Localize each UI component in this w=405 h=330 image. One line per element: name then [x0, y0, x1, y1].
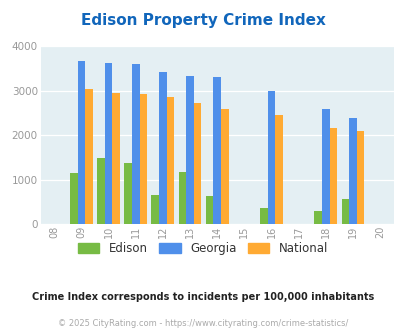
Bar: [159, 72, 166, 224]
Bar: [348, 118, 356, 224]
Bar: [329, 128, 337, 224]
Bar: [70, 173, 77, 224]
Bar: [77, 61, 85, 224]
Bar: [124, 163, 132, 224]
Bar: [193, 103, 201, 224]
Bar: [178, 172, 186, 224]
Bar: [267, 91, 275, 224]
Bar: [132, 64, 139, 224]
Bar: [205, 196, 213, 224]
Bar: [85, 89, 92, 224]
Bar: [341, 199, 348, 224]
Bar: [275, 115, 282, 224]
Bar: [166, 97, 174, 224]
Bar: [104, 63, 112, 224]
Bar: [260, 208, 267, 224]
Bar: [220, 109, 228, 224]
Legend: Edison, Georgia, National: Edison, Georgia, National: [73, 237, 332, 260]
Text: © 2025 CityRating.com - https://www.cityrating.com/crime-statistics/: © 2025 CityRating.com - https://www.city…: [58, 319, 347, 328]
Bar: [97, 158, 104, 224]
Text: Edison Property Crime Index: Edison Property Crime Index: [80, 13, 325, 28]
Bar: [314, 211, 321, 224]
Bar: [112, 93, 119, 224]
Bar: [139, 94, 147, 224]
Bar: [321, 110, 329, 224]
Bar: [213, 77, 220, 224]
Text: Crime Index corresponds to incidents per 100,000 inhabitants: Crime Index corresponds to incidents per…: [32, 292, 373, 302]
Bar: [356, 131, 364, 224]
Bar: [151, 195, 159, 224]
Bar: [186, 76, 193, 224]
